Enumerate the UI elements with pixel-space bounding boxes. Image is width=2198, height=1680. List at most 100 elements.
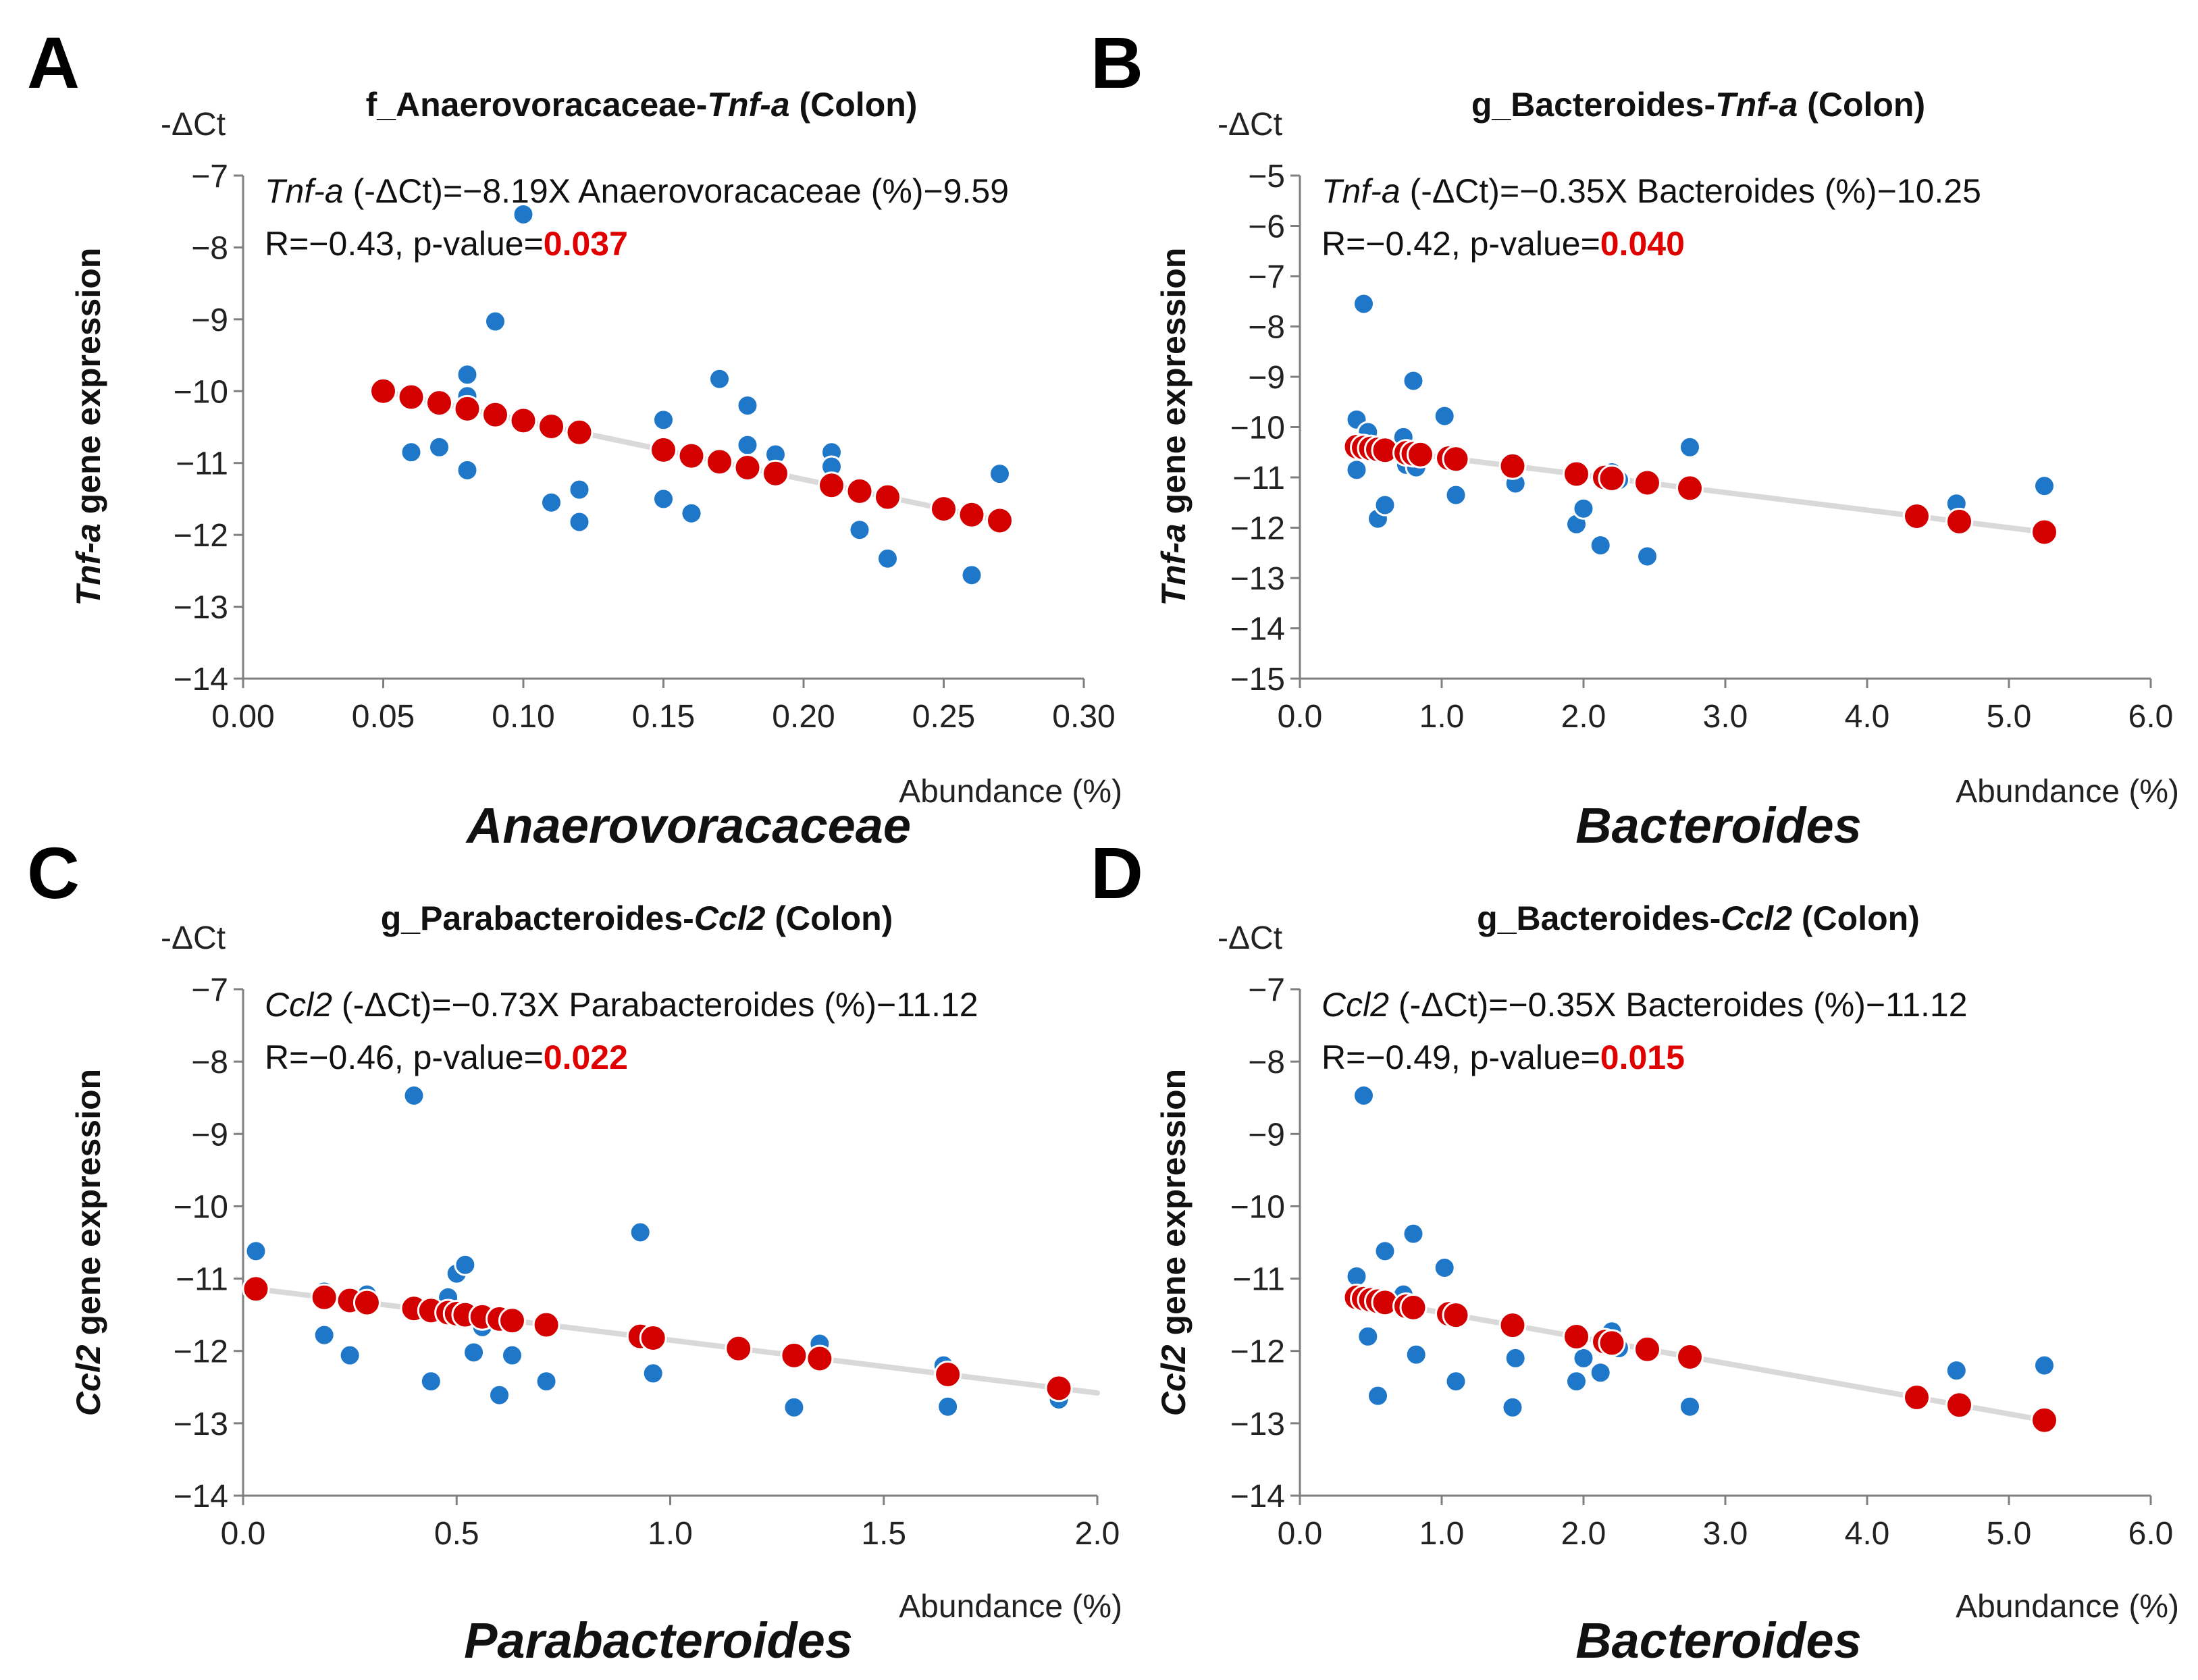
observed-point [456, 363, 479, 386]
y-tick-label: −10 [174, 1189, 228, 1225]
predicted-point [1598, 464, 1626, 492]
panel-letter: C [27, 832, 80, 914]
y-tick-label: −8 [191, 1045, 228, 1080]
observed-point [1501, 1396, 1524, 1419]
observed-point [1433, 1257, 1456, 1279]
x-axis-taxon-label: Bacteroides [1575, 1612, 1862, 1669]
observed-point [848, 519, 871, 542]
y-tick-label: −9 [191, 303, 228, 338]
y-label-gene: Tnf-a [1155, 523, 1193, 606]
correlation-stats: R=−0.49, p-value=0.015 [1322, 1039, 1685, 1076]
y-tick-label: −7 [191, 972, 228, 1008]
y-axis-label: Ccl2 gene expression [70, 1069, 107, 1416]
x-tick-label: 1.0 [1419, 699, 1465, 735]
predicted-point [509, 406, 538, 435]
observed-point [568, 478, 591, 501]
y-unit-label: -ΔCt [161, 920, 226, 956]
observed-point [1589, 534, 1612, 557]
observed-point [708, 367, 731, 390]
title-gene: Ccl2 [1721, 899, 1792, 937]
x-tick-label: 0.20 [772, 699, 835, 735]
observed-point [1353, 292, 1375, 315]
predicted-point [934, 1360, 962, 1388]
predicted-point [986, 506, 1014, 535]
y-tick-label: −13 [1230, 561, 1285, 597]
equation-body: (-ΔCt)=−0.35X Bacteroides (%)−10.25 [1401, 172, 1981, 210]
y-label-gene: Ccl2 [70, 1344, 107, 1416]
x-tick-label: 2.0 [1561, 699, 1606, 735]
predicted-point [706, 448, 733, 476]
predicted-point [1903, 1384, 1931, 1412]
regression-equation: Ccl2 (-ΔCt)=−0.35X Bacteroides (%)−11.12 [1322, 986, 1968, 1024]
observed-point [1373, 494, 1396, 517]
x-unit-label: Abundance (%) [1956, 1589, 2179, 1625]
predicted-point [352, 1288, 381, 1317]
title-prefix: f_Anaerovoracaceae- [366, 86, 708, 124]
x-tick-label: 1.0 [1419, 1516, 1465, 1552]
x-unit-label: Abundance (%) [899, 774, 1122, 810]
observed-point [463, 1341, 486, 1364]
x-tick-label: 3.0 [1703, 1516, 1748, 1552]
y-tick-label: −12 [1230, 511, 1285, 547]
predicted-point [650, 436, 677, 464]
y-axis-label: Tnf-a gene expression [1155, 248, 1193, 606]
predicted-point [1945, 507, 1973, 535]
x-unit-label: Abundance (%) [899, 1589, 1122, 1625]
equation-body: (-ΔCt)=−8.19X Anaerovoracaceae (%)−9.59 [344, 172, 1009, 210]
y-label-rest: gene expression [70, 248, 107, 524]
x-tick-label: 4.0 [1845, 1516, 1890, 1552]
title-suffix: (Colon) [1792, 899, 1920, 937]
predicted-point [481, 400, 509, 429]
panel-letter: B [1091, 22, 1143, 103]
observed-point [1373, 1240, 1396, 1263]
observed-point [680, 502, 703, 525]
y-tick-label: −7 [1248, 972, 1285, 1008]
y-tick-label: −14 [1230, 612, 1285, 648]
y-tick-label: −11 [1232, 1262, 1285, 1298]
regression-equation: Tnf-a (-ΔCt)=−8.19X Anaerovoracaceae (%)… [265, 172, 1009, 210]
observed-point [736, 394, 759, 417]
x-unit-label: Abundance (%) [1956, 774, 2179, 810]
observed-point [1405, 1343, 1428, 1366]
equation-gene: Ccl2 [1322, 986, 1389, 1024]
p-value: 0.037 [544, 225, 628, 263]
observed-point [400, 441, 423, 464]
x-tick-label: 6.0 [2128, 1516, 2174, 1552]
chart-title: g_Parabacteroides-Ccl2 (Colon) [381, 899, 893, 937]
observed-point [1367, 1384, 1389, 1407]
x-tick-label: 3.0 [1703, 699, 1748, 735]
observed-point [500, 1344, 523, 1367]
y-tick-label: −11 [176, 446, 228, 482]
predicted-point [453, 394, 481, 423]
x-tick-label: 2.0 [1561, 1516, 1606, 1552]
title-gene: Tnf-a [1715, 86, 1798, 124]
observed-point [629, 1221, 652, 1244]
x-tick-label: 1.0 [648, 1516, 693, 1552]
y-tick-label: −5 [1248, 159, 1285, 194]
y-tick-label: −15 [1230, 662, 1285, 698]
y-tick-label: −8 [1248, 1045, 1285, 1080]
y-tick-label: −6 [1248, 209, 1285, 245]
observed-point [1444, 483, 1467, 506]
observed-point [313, 1323, 336, 1346]
observed-point [2033, 475, 2056, 498]
observed-point [937, 1395, 960, 1418]
predicted-point [538, 413, 565, 441]
y-label-rest: gene expression [1155, 248, 1193, 524]
correlation-stats: R=−0.43, p-value=0.037 [265, 225, 628, 263]
y-tick-label: −13 [174, 590, 228, 626]
predicted-point [958, 500, 986, 529]
predicted-point [1633, 1335, 1661, 1363]
x-axis-taxon-label: Anaerovoracaceae [465, 797, 911, 854]
x-tick-label: 0.0 [1278, 1516, 1323, 1552]
y-tick-label: −14 [1230, 1479, 1285, 1515]
predicted-point [498, 1307, 526, 1335]
predicted-point [369, 377, 397, 405]
equation-body: (-ΔCt)=−0.73X Parabacteroides (%)−11.12 [332, 986, 978, 1024]
observed-point [402, 1084, 425, 1107]
y-label-rest: gene expression [1155, 1069, 1193, 1345]
observed-point [1402, 369, 1425, 392]
